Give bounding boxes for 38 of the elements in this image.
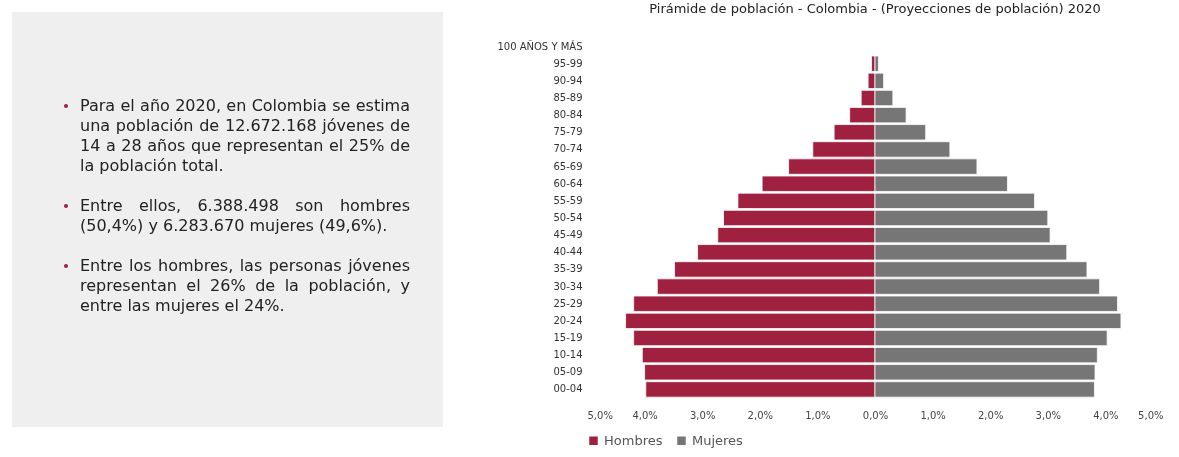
chart-title: Pirámide de población - Colombia - (Proyecciones de población) 2020 (649, 1, 1101, 16)
y-tick-label: 00-04 (553, 383, 583, 395)
y-tick-label: 55-59 (553, 194, 583, 206)
legend-label: Hombres (604, 432, 663, 448)
y-tick-label: 30-34 (553, 280, 583, 292)
y-tick-label: 60-64 (553, 177, 583, 189)
y-tick-label: 50-54 (553, 212, 583, 223)
x-tick-label: 0,0% (862, 409, 889, 421)
y-tick-label: 65-69 (553, 160, 583, 172)
y-tick-label: 05-09 (553, 366, 583, 378)
y-tick-label: 75-79 (553, 126, 583, 138)
y-tick-label: 85-89 (553, 92, 583, 103)
y-tick-label: 10-14 (553, 349, 583, 361)
y-tick-label: 70-74 (553, 143, 583, 155)
y-tick-label: 95-99 (553, 57, 583, 69)
x-tick-label: 4,0% (1093, 409, 1119, 421)
text: Para el año 2020, en Colombia se estima una población de 12.672.168 jóvenes de 14 a 28 años que representan el 25% de la población total. (79, 96, 410, 176)
x-tick-label: 1,0% (920, 409, 946, 421)
text: Entre ellos, 6.388.498 son hombres (50,4%) y 6.283.670 mujeres (49,6%). (79, 196, 410, 236)
text: Entre los hombres, las personas jóvenes representan el 26% de la población, y entre las mujeres el 24%. (79, 256, 410, 316)
y-tick-label: 15-19 (553, 332, 583, 343)
y-tick-label: 35-39 (553, 263, 583, 275)
x-tick-label: 2,0% (747, 409, 773, 421)
legend-label: Mujeres (692, 432, 744, 448)
y-tick-label: 100 AÑOS Y MÁS (497, 39, 583, 52)
y-tick-label: 25-29 (553, 297, 583, 309)
x-tick-label: 3,0% (1035, 409, 1061, 421)
y-tick-label: 80-84 (553, 109, 583, 121)
x-tick-label: 4,0% (632, 409, 658, 421)
x-tick-label: 5,0% (1138, 409, 1164, 421)
y-tick-label: 90-94 (553, 74, 583, 86)
x-tick-label: 1,0% (805, 409, 831, 421)
y-tick-label: 20-24 (553, 314, 583, 326)
x-tick-label: 3,0% (690, 409, 716, 421)
x-tick-label: 2,0% (978, 409, 1004, 421)
x-tick-label: 5,0% (587, 409, 613, 421)
y-tick-label: 40-44 (553, 246, 583, 258)
y-tick-label: 45-49 (553, 229, 583, 241)
